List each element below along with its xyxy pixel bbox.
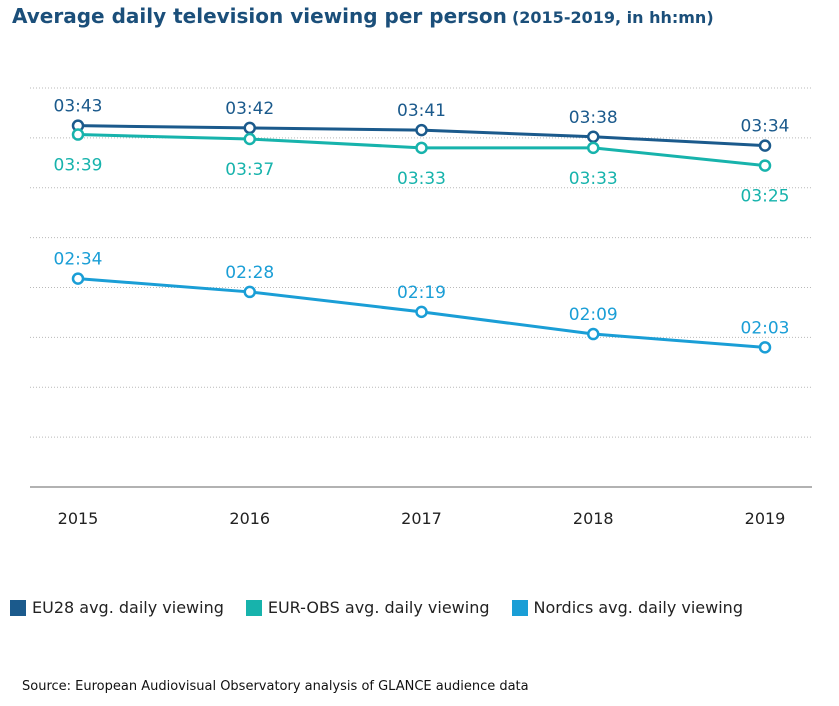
data-point [587, 130, 600, 144]
data-label: 02:09 [569, 305, 618, 325]
legend-label-eur-obs: EUR-OBS avg. daily viewing [267, 598, 490, 617]
data-label: 03:43 [54, 97, 103, 117]
data-label: 02:28 [225, 263, 274, 283]
data-label: 02:03 [741, 318, 790, 338]
data-label: 03:42 [225, 99, 274, 119]
data-point [415, 305, 428, 319]
chart-title-sub: (2015-2019, in hh:mn) [511, 8, 714, 27]
legend-label-nordics: Nordics avg. daily viewing [533, 598, 743, 617]
data-point [243, 285, 256, 299]
legend-item-eu28: EU28 avg. daily viewing [10, 598, 224, 617]
legend-swatch-nordics [511, 599, 528, 616]
data-label: 03:37 [225, 160, 274, 180]
source-note: Source: European Audiovisual Observatory… [22, 679, 529, 694]
x-tick-label: 2016 [229, 509, 270, 528]
x-axis-ticks: 2015 2016 2017 2018 2019 [58, 509, 786, 528]
data-label: 02:34 [54, 250, 103, 270]
data-label: 03:41 [397, 101, 446, 121]
x-tick-label: 2019 [745, 509, 786, 528]
x-tick-label: 2015 [58, 509, 99, 528]
data-point [415, 123, 428, 137]
chart-title-main: Average daily television viewing per per… [12, 4, 507, 28]
line-chart: 03:43 03:42 03:41 03:38 03:34 03:39 03:37 03:33… [30, 87, 812, 528]
data-point [415, 141, 428, 155]
data-label: 03:33 [397, 169, 446, 189]
legend: EU28 avg. daily viewing EUR-OBS avg. dai… [10, 598, 765, 617]
legend-label-eu28: EU28 avg. daily viewing [32, 598, 224, 617]
legend-item-nordics: Nordics avg. daily viewing [511, 598, 743, 617]
data-point [758, 139, 772, 152]
data-label: 03:33 [569, 169, 618, 189]
chart-title: Average daily television viewing per per… [12, 4, 714, 28]
data-points [71, 119, 772, 354]
data-point [587, 141, 600, 155]
data-label: 03:39 [54, 156, 103, 176]
data-point [758, 341, 772, 354]
legend-item-eur-obs: EUR-OBS avg. daily viewing [245, 598, 490, 617]
data-point [71, 128, 85, 141]
legend-swatch-eu28 [10, 599, 26, 616]
data-point [243, 121, 256, 135]
data-label: 03:38 [569, 108, 618, 128]
data-label: 03:25 [741, 187, 790, 207]
data-point [71, 272, 85, 285]
data-point [758, 159, 772, 172]
data-labels: 03:43 03:42 03:41 03:38 03:34 03:39 03:37 03:33… [54, 97, 790, 339]
data-point [587, 327, 600, 341]
data-label: 03:34 [741, 117, 790, 137]
legend-swatch-eur-obs [245, 599, 262, 616]
data-point [243, 132, 256, 146]
x-tick-label: 2017 [401, 509, 442, 528]
data-label: 02:19 [397, 283, 446, 303]
x-tick-label: 2018 [573, 509, 614, 528]
gridlines [30, 87, 812, 488]
